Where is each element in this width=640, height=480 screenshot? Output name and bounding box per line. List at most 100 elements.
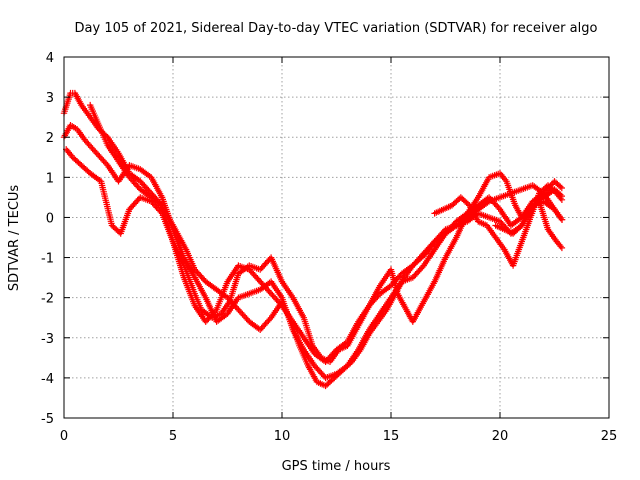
data-point-marks xyxy=(246,287,262,297)
data-point-marks xyxy=(191,266,208,284)
data-point-marks xyxy=(156,202,171,219)
grid-lines xyxy=(64,57,609,418)
data-point-marks xyxy=(180,262,198,295)
data-point-marks xyxy=(344,320,361,345)
data-point-marks xyxy=(148,198,164,216)
data-point-marks xyxy=(246,262,262,273)
data-point-marks xyxy=(536,198,551,231)
data-point-marks xyxy=(442,236,459,261)
data-point-marks xyxy=(357,332,372,353)
data-point-marks xyxy=(115,158,132,179)
y-tick-label: 3 xyxy=(46,91,54,106)
data-point-marks xyxy=(224,294,241,312)
data-point-marks xyxy=(305,362,320,384)
data-point-marks xyxy=(191,274,208,299)
data-point-marks xyxy=(296,342,311,368)
data-point-marks xyxy=(551,178,565,192)
data-point-marks xyxy=(213,311,230,325)
data-points xyxy=(60,89,566,390)
data-point-marks xyxy=(278,298,293,323)
data-point-marks xyxy=(202,308,219,325)
data-point-marks xyxy=(97,178,115,227)
data-point-marks xyxy=(169,238,187,279)
data-point-marks xyxy=(400,264,415,281)
data-point-marks xyxy=(453,211,469,225)
data-point-marks xyxy=(518,208,533,229)
data-point-marks xyxy=(409,263,426,281)
data-point-marks xyxy=(69,154,84,168)
data-point-marks xyxy=(257,278,273,296)
data-point-marks xyxy=(267,278,284,300)
data-point-marks xyxy=(278,278,295,300)
data-point-marks xyxy=(387,271,404,289)
data-point-marks xyxy=(257,316,273,333)
data-point-marks xyxy=(246,266,262,284)
data-point-marks xyxy=(518,216,533,245)
y-tick-label: -4 xyxy=(41,372,54,387)
x-axis-label: GPS time / hours xyxy=(282,459,391,474)
data-point-marks xyxy=(442,223,458,237)
data-point-marks xyxy=(217,300,232,317)
data-point-marks xyxy=(60,91,74,117)
data-point-marks xyxy=(158,210,176,243)
data-point-marks xyxy=(553,190,566,203)
data-point-marks xyxy=(507,215,524,229)
data-point-marks xyxy=(485,194,502,205)
y-tick-label: -1 xyxy=(41,252,54,267)
data-point-marks xyxy=(553,238,566,252)
data-point-marks xyxy=(475,199,491,213)
data-point-marks xyxy=(466,202,481,223)
data-point-marks xyxy=(300,314,316,347)
data-point-marks xyxy=(95,122,110,147)
data-point-marks xyxy=(475,218,489,228)
data-point-marks xyxy=(287,318,302,347)
data-point-marks xyxy=(78,162,92,176)
plot-frame xyxy=(63,56,610,419)
y-tick-label: 2 xyxy=(46,131,54,146)
chart-title: Day 105 of 2021, Sidereal Day-to-day VTE… xyxy=(75,21,598,36)
data-point-marks xyxy=(374,308,389,325)
y-tick-label: 0 xyxy=(46,211,54,226)
data-point-marks xyxy=(137,194,153,204)
data-point-marks xyxy=(420,280,437,305)
data-point-marks xyxy=(108,222,123,236)
data-point-marks xyxy=(71,89,84,107)
data-point-marks xyxy=(409,300,426,325)
data-point-marks xyxy=(126,162,142,172)
data-point-marks xyxy=(165,214,180,235)
data-point-marks xyxy=(311,362,328,380)
series-track-5 xyxy=(431,182,566,269)
data-point-marks xyxy=(348,348,363,365)
data-point-marks xyxy=(174,230,189,251)
data-point-marks xyxy=(527,199,541,213)
y-tick-label: 1 xyxy=(46,171,54,186)
data-point-marks xyxy=(213,286,230,300)
data-point-marks xyxy=(492,222,506,232)
data-point-marks xyxy=(82,138,99,155)
series-track-6 xyxy=(492,198,566,252)
x-tick-label: 5 xyxy=(169,429,177,444)
data-point-marks xyxy=(148,174,165,199)
data-point-marks xyxy=(492,234,507,251)
data-point-marks xyxy=(422,240,437,257)
data-point-marks xyxy=(289,294,306,320)
data-point-marks xyxy=(420,248,437,269)
data-point-marks xyxy=(331,368,345,382)
data-point-marks xyxy=(182,246,198,271)
data-point-marks xyxy=(431,231,448,245)
x-tick-label: 20 xyxy=(492,429,509,444)
data-point-marks xyxy=(475,176,492,201)
data-point-marks xyxy=(180,254,197,279)
data-point-marks xyxy=(191,290,204,311)
data-point-marks xyxy=(440,203,454,213)
data-point-marks xyxy=(137,186,153,200)
data-point-marks xyxy=(383,292,398,313)
axis-ticks: 0 5 10 15 20 25 -5 -4 -3 -2 -1 0 1 2 3 4 xyxy=(41,51,617,444)
data-point-marks xyxy=(483,222,498,239)
data-point-marks xyxy=(551,206,566,223)
y-tick-label: -3 xyxy=(41,332,54,347)
data-point-marks xyxy=(509,240,525,269)
data-point-marks xyxy=(544,226,559,243)
data-point-marks xyxy=(78,101,93,119)
data-point-marks xyxy=(67,122,79,132)
